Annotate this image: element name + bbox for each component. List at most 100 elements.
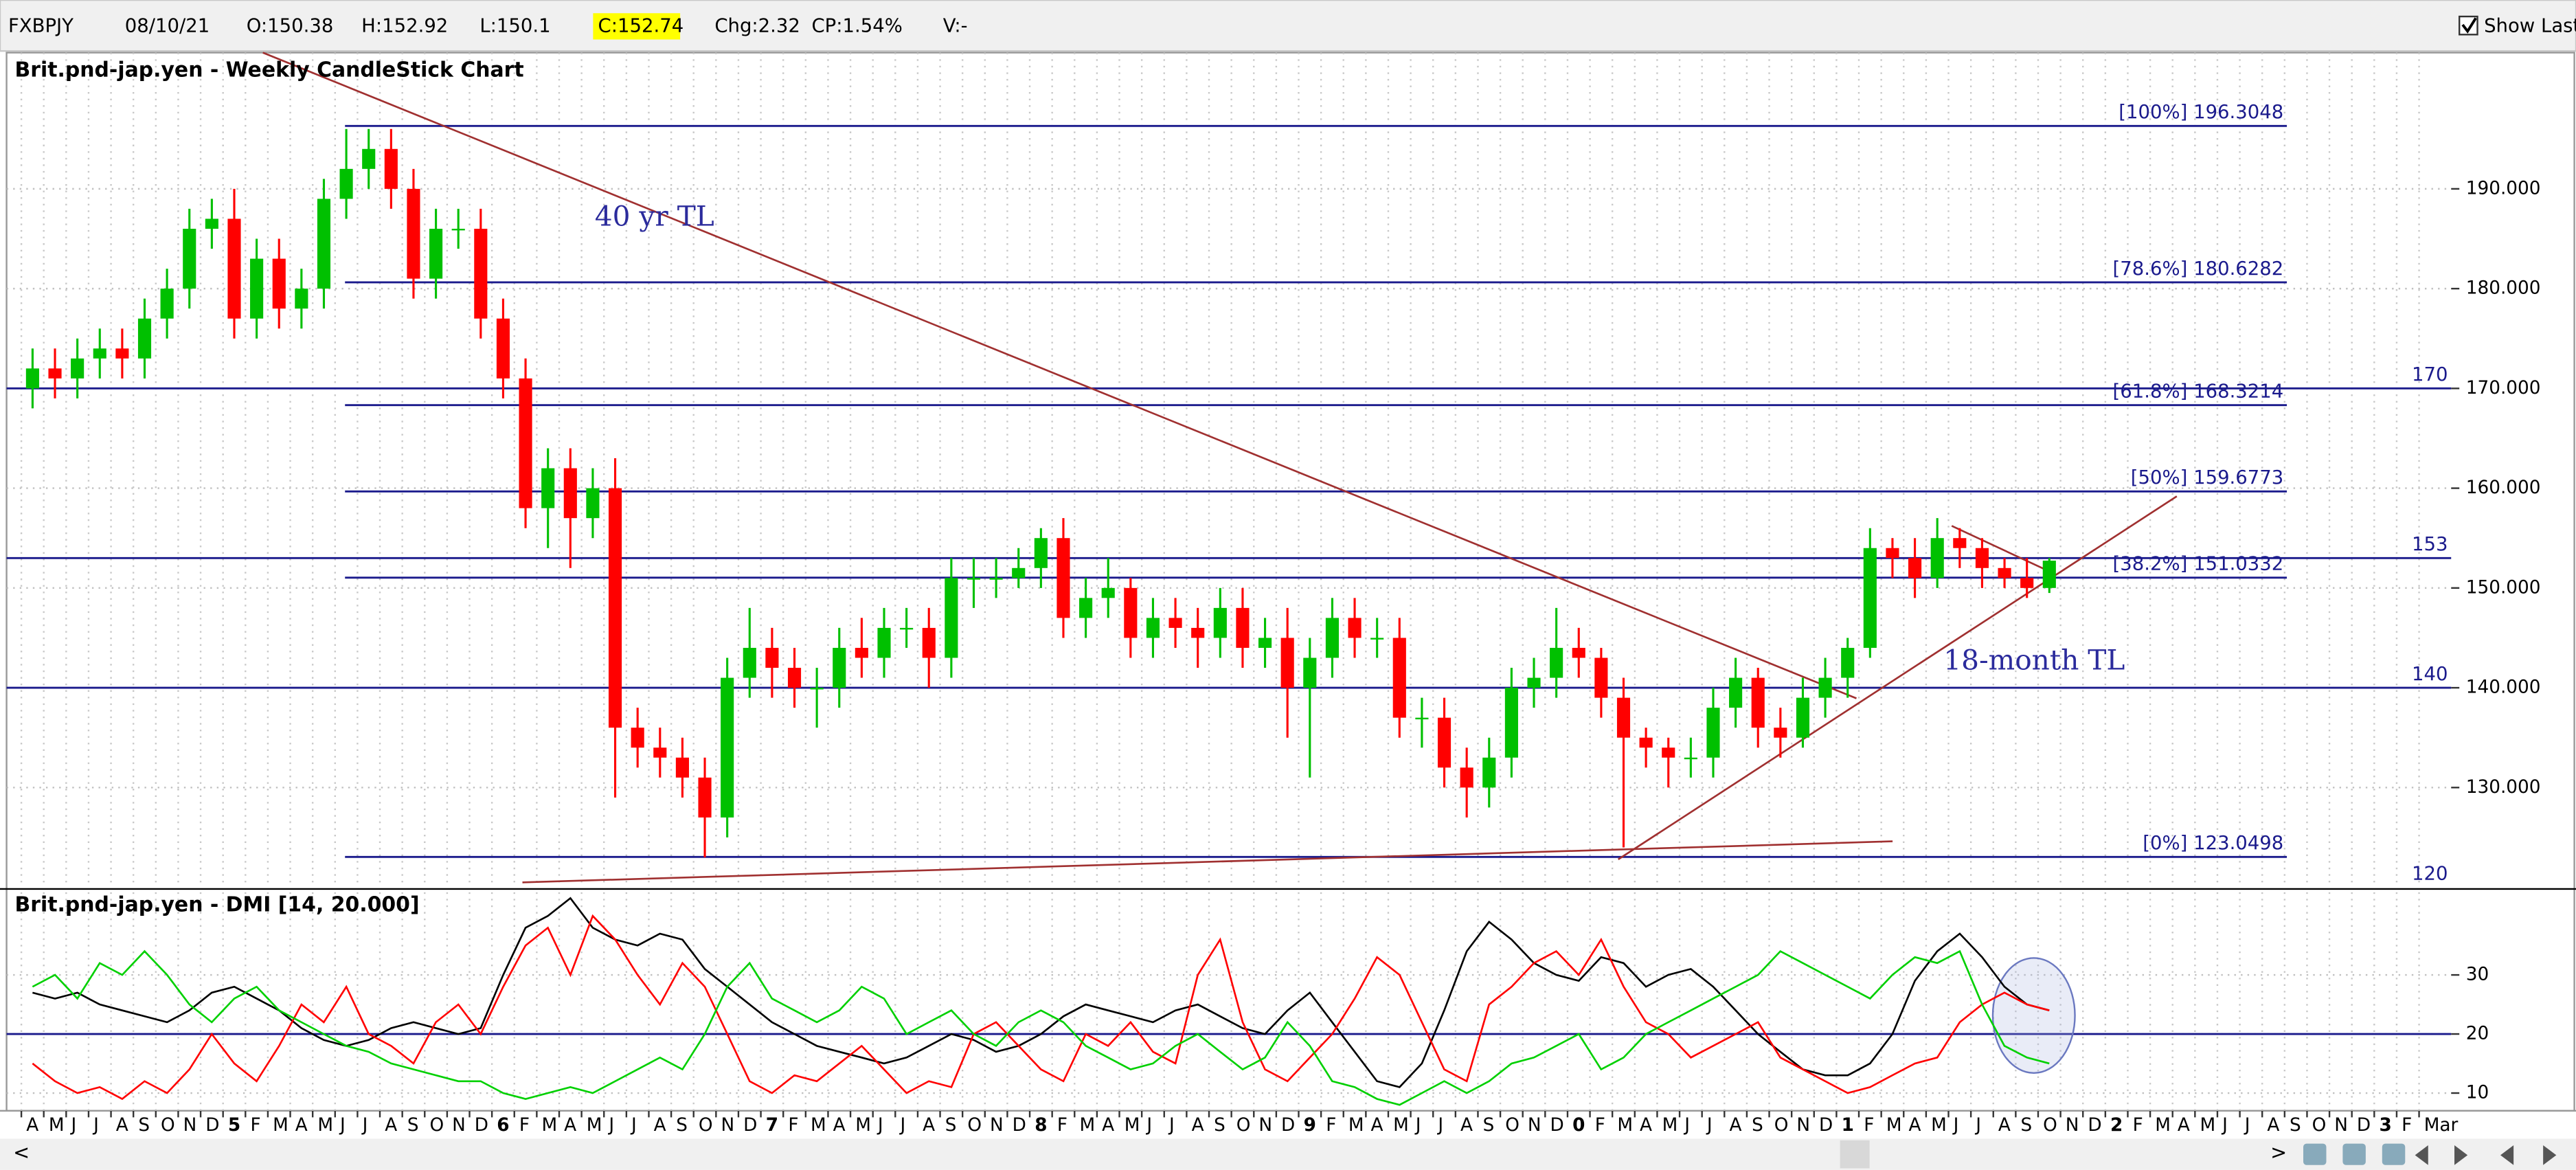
scroll-right[interactable]: > [2270, 1140, 2287, 1164]
candle-body [137, 318, 152, 359]
x-tick-label: O [2043, 1115, 2057, 1136]
candle-body [810, 688, 824, 690]
x-tick-label: J [339, 1115, 346, 1136]
trendline [1617, 495, 2178, 860]
x-tick-label: N [1528, 1115, 1541, 1136]
candle-body [608, 488, 622, 728]
candle-body [1280, 638, 1294, 688]
x-tick-label: N [990, 1115, 1004, 1136]
candle-body [1258, 638, 1272, 648]
x-tick-label: A [2267, 1115, 2279, 1136]
x-tick-label: 7 [766, 1115, 778, 1136]
candle-body [227, 218, 241, 319]
x-tick-label: 5 [228, 1115, 240, 1136]
candle-body [1392, 638, 1406, 718]
level-label: 120 [2412, 862, 2448, 884]
x-tick-label: O [967, 1115, 982, 1136]
dmi-line [32, 949, 2050, 1106]
candle-body [1168, 618, 1182, 628]
x-tick-label: A [833, 1115, 846, 1136]
scroll-left[interactable]: < [13, 1140, 30, 1164]
chart-title: Brit.pnd-jap.yen - DMI [14, 20.000] [15, 892, 420, 916]
tool-icon[interactable] [2303, 1143, 2327, 1165]
x-tick-label: A [654, 1115, 666, 1136]
toolbar [0, 0, 2576, 52]
x-tick-label: J [2244, 1115, 2250, 1136]
candle-body [1236, 607, 1250, 648]
x-tick-label: A [564, 1115, 576, 1136]
x-tick-label: O [699, 1115, 713, 1136]
candle-body [250, 258, 264, 319]
candle-body [1684, 757, 1697, 760]
open: O:150.38 [247, 14, 334, 36]
candle-body [1504, 688, 1518, 758]
y-tick-label: 30 [2466, 965, 2489, 985]
x-tick-label: N [721, 1115, 735, 1136]
x-tick-label: J [1414, 1115, 1421, 1136]
candle-body [160, 289, 174, 319]
scroll-thumb[interactable] [1840, 1140, 1870, 1169]
x-tick-label: S [138, 1115, 150, 1136]
x-tick-label: J [361, 1115, 368, 1136]
x-tick-label: O [1236, 1115, 1251, 1136]
candle-body [384, 148, 398, 189]
candle-body [519, 378, 532, 508]
x-tick-label: 1 [1842, 1115, 1854, 1136]
x-tick-label: N [1258, 1115, 1272, 1136]
y-tick-label: 170.000 [2466, 378, 2541, 398]
trendline [262, 52, 1857, 699]
tool-icon[interactable] [2382, 1143, 2406, 1165]
x-tick-label: J [877, 1115, 883, 1136]
x-tick-label: D [205, 1115, 219, 1136]
candle-body [1594, 657, 1608, 698]
scrollbar[interactable] [0, 1138, 2576, 1170]
candle-body [25, 368, 39, 389]
x-tick-label: M [2200, 1115, 2216, 1136]
y-tick-label: 160.000 [2466, 477, 2541, 498]
candle-body [787, 668, 802, 688]
x-tick-label: N [452, 1115, 466, 1136]
x-tick-label: M [1125, 1115, 1140, 1136]
x-tick-label: M [1931, 1115, 1947, 1136]
x-tick-label: J [2221, 1115, 2228, 1136]
candle-body [205, 218, 218, 229]
candle-body [2020, 578, 2034, 588]
show-last-label[interactable]: Show Last [2484, 14, 2576, 36]
x-tick-label: D [1550, 1115, 1564, 1136]
x-tick-label: S [945, 1115, 957, 1136]
y-tick-label: 180.000 [2466, 278, 2541, 299]
x-tick-label: A [385, 1115, 397, 1136]
fib-label: [61.8%] 168.3214 [2113, 381, 2284, 403]
x-tick-label: M [1617, 1115, 1633, 1136]
x-tick-label: F [1057, 1115, 1067, 1136]
annotation: 40 yr TL [595, 200, 714, 233]
candle-body [1146, 618, 1160, 638]
candle-body [1706, 708, 1720, 758]
x-tick-label: D [2357, 1115, 2371, 1136]
change: Chg:2.32 [714, 14, 800, 36]
x-tick-label: F [519, 1115, 530, 1136]
candle-body [1975, 548, 1989, 568]
x-tick-label: A [2178, 1115, 2190, 1136]
candle-body [765, 647, 779, 668]
x-tick-label: A [26, 1115, 38, 1136]
x-tick-label: 8 [1035, 1115, 1047, 1136]
x-tick-label: F [2402, 1115, 2412, 1136]
x-tick-label: N [2066, 1115, 2079, 1136]
x-tick-label: S [1752, 1115, 1763, 1136]
candle-body [1079, 598, 1093, 618]
candle-body [1101, 587, 1115, 598]
candle-body [1012, 567, 1026, 578]
x-tick-label: A [295, 1115, 308, 1136]
tool-icon[interactable] [2342, 1143, 2366, 1165]
candle-body [1034, 538, 1048, 568]
x-tick-label: 0 [1572, 1115, 1585, 1136]
x-tick-label: M [587, 1115, 602, 1136]
candle-body [1930, 538, 1944, 578]
x-tick-label: O [2312, 1115, 2327, 1136]
x-tick-label: J [1436, 1115, 1443, 1136]
candle-body [115, 348, 129, 359]
candle-body [922, 627, 936, 658]
x-tick-label: M [2155, 1115, 2171, 1136]
candle-body [833, 647, 846, 688]
